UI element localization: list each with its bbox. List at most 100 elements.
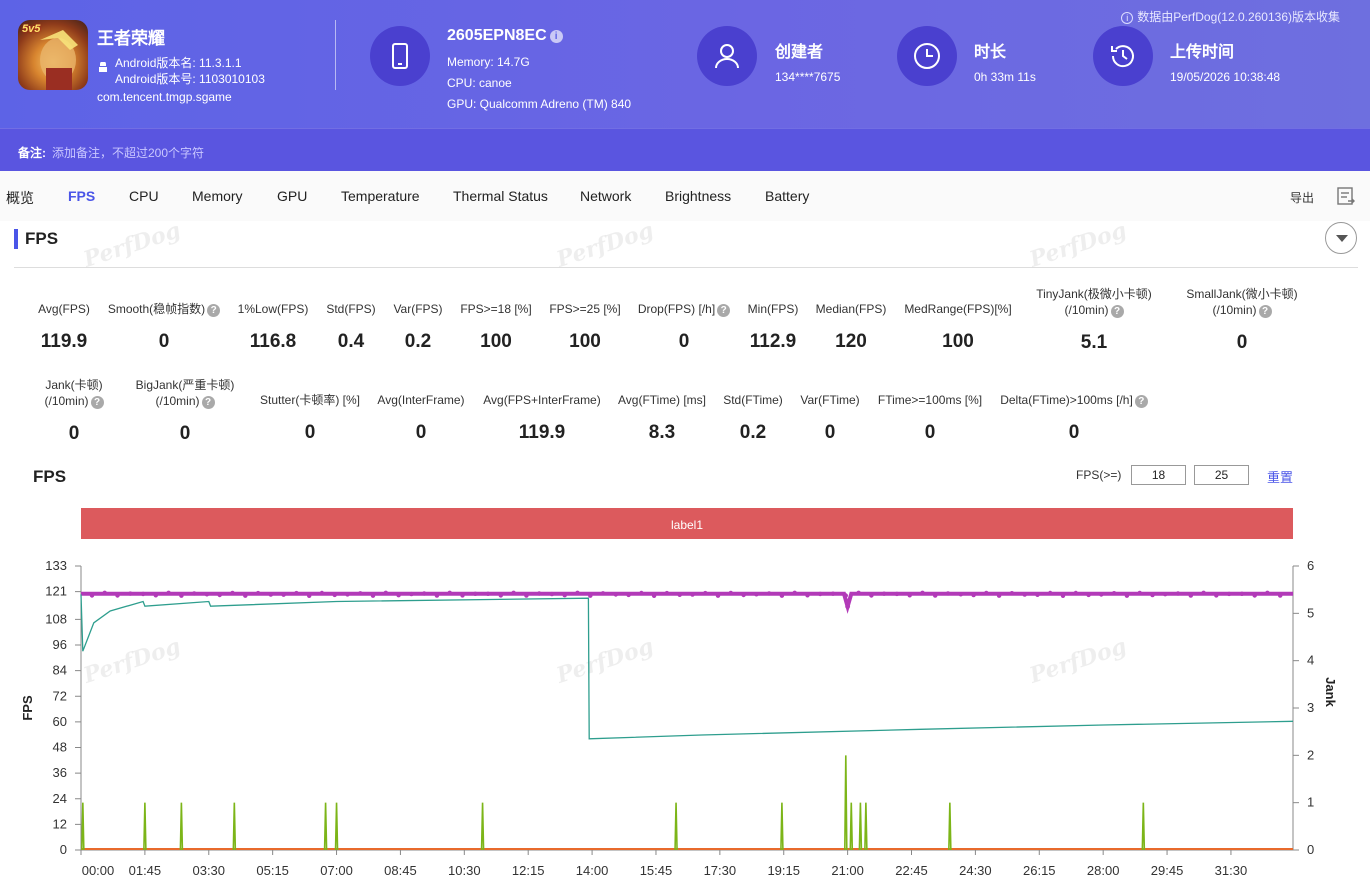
tab-brightness[interactable]: Brightness (665, 188, 732, 204)
device-name-row: 2605EPN8EC i (447, 27, 563, 45)
fps-point (984, 590, 989, 596)
fps-point (422, 591, 427, 596)
export-button[interactable]: 导出 (1289, 191, 1314, 205)
notes-bar[interactable]: 备注: 添加备注，不超过200个字符 (0, 128, 1370, 171)
notes-input[interactable]: 添加备注，不超过200个字符 (52, 146, 205, 160)
stat-label-unit: (/10min)? (1009, 302, 1179, 318)
help-icon[interactable]: ? (1258, 305, 1272, 318)
threshold-input-2[interactable] (1194, 465, 1249, 485)
fps-point (243, 593, 248, 598)
fps-point (1060, 593, 1066, 598)
help-icon[interactable]: ? (717, 304, 731, 317)
fps-point (153, 593, 158, 598)
help-icon[interactable]: ? (201, 396, 215, 409)
tab-battery[interactable]: Battery (765, 188, 810, 204)
android-version-code: Android版本号: 1103010103 (115, 72, 265, 86)
fps-point (1124, 593, 1130, 598)
fps-point (830, 591, 836, 596)
help-icon[interactable]: ? (1110, 305, 1124, 318)
stat-std-fps: Std(FPS) 0.4 (266, 301, 436, 353)
tab-memory[interactable]: Memory (192, 188, 243, 204)
fps-point (294, 590, 299, 596)
tab-cpu[interactable]: CPU (129, 188, 159, 204)
metric-tabs: 概览 FPS CPU Memory GPU Temperature Therma… (0, 171, 1370, 221)
fps-point (575, 590, 580, 595)
stat-avg-interframe: Avg(InterFrame) 0 (336, 392, 506, 444)
fps-point (588, 593, 593, 598)
y-tick-label: 108 (45, 611, 67, 626)
stat-tinyjank: TinyJank(极微小卡顿) (/10min)? 5.1 (1009, 286, 1179, 354)
fps-point (881, 591, 887, 596)
stat-value: 112.9 (749, 331, 797, 352)
x-tick-label: 26:15 (1023, 863, 1056, 878)
fps-point (498, 593, 503, 598)
help-icon[interactable]: ? (207, 304, 221, 317)
stat-value: 100 (942, 331, 974, 352)
stat-label: SmallJank(微小卡顿) (1186, 287, 1298, 301)
fps-point (1035, 592, 1040, 597)
stat-label: TinyJank(极微小卡顿) (1036, 287, 1152, 301)
jank-spike (1141, 802, 1146, 851)
stat-value: 5.1 (1080, 332, 1108, 353)
stat-avg-fps: Avg(FPS) 119.9 (0, 301, 149, 353)
reset-button[interactable]: 重置 (1267, 470, 1294, 485)
device-info-icon[interactable]: i (549, 30, 563, 43)
fps-point (370, 593, 376, 598)
stat-value: 0.4 (337, 331, 365, 352)
creator-value: 134****7675 (775, 70, 841, 84)
y-tick-label: 72 (53, 688, 67, 703)
y2-axis-label: Jank (1323, 677, 1338, 707)
stat-value: 0 (1068, 422, 1080, 443)
x-tick-label: 15:45 (640, 863, 673, 878)
tab-temperature[interactable]: Temperature (341, 188, 420, 204)
fps-point (613, 592, 618, 597)
info-icon: i (1121, 12, 1134, 24)
fps-point (140, 591, 146, 597)
jank-spike (334, 802, 339, 851)
duration-value: 0h 33m 11s (974, 70, 1036, 84)
stat-value: 0 (678, 331, 690, 352)
jank-spike (858, 802, 863, 851)
upload-label: 上传时间 (1170, 44, 1235, 61)
fps-point (307, 593, 312, 598)
tab-thermal-status[interactable]: Thermal Status (453, 188, 548, 204)
fps-point (1163, 592, 1168, 597)
device-name: 2605EPN8EC (447, 27, 547, 44)
tab-overview[interactable]: 概览 (6, 190, 34, 206)
x-tick-label: 21:00 (831, 863, 864, 878)
stat-value: 0.2 (739, 422, 767, 443)
fps-point (217, 592, 222, 598)
fps-point (779, 593, 785, 598)
device-gpu: GPU: Qualcomm Adreno (TM) 840 (447, 97, 632, 111)
tab-network[interactable]: Network (580, 188, 632, 204)
jank-spike (323, 802, 328, 851)
stat-avg-fps-interframe: Avg(FPS+InterFrame) 119.9 (457, 392, 627, 444)
fps-point (1137, 590, 1142, 596)
collapse-button[interactable] (1325, 222, 1357, 254)
help-icon[interactable]: ? (90, 396, 104, 409)
stat-fps-18: FPS>=18 [%] 100 (411, 301, 581, 353)
stat-smooth: Smooth(稳帧指数)? 0 (79, 301, 249, 353)
threshold-input-1[interactable] (1131, 465, 1186, 485)
stat-label: Avg(FPS) (38, 302, 90, 316)
fps-chart[interactable]: label10122436486072849610812113301234560… (0, 500, 1370, 880)
fps-point (562, 593, 567, 598)
y-tick-label: 60 (53, 714, 67, 729)
x-tick-label: 12:15 (512, 863, 545, 878)
x-tick-label: 17:30 (704, 863, 737, 878)
fps-point (741, 592, 746, 598)
tab-fps[interactable]: FPS (68, 188, 96, 204)
watermark: PerfDog (553, 217, 657, 273)
help-icon[interactable]: ? (1134, 395, 1148, 408)
export-icon[interactable] (1336, 186, 1356, 206)
jank-spike (480, 802, 485, 851)
fps-point (1048, 590, 1053, 596)
package-name: com.tencent.tmgp.sgame (97, 90, 232, 104)
y-tick-label: 133 (45, 558, 67, 573)
fps-point (434, 593, 440, 598)
fps-point (1214, 593, 1219, 598)
fps-point (192, 591, 197, 596)
tab-gpu[interactable]: GPU (277, 188, 308, 204)
jank-spike (81, 802, 85, 851)
stat-median-fps: Median(FPS) 120 (766, 301, 936, 353)
